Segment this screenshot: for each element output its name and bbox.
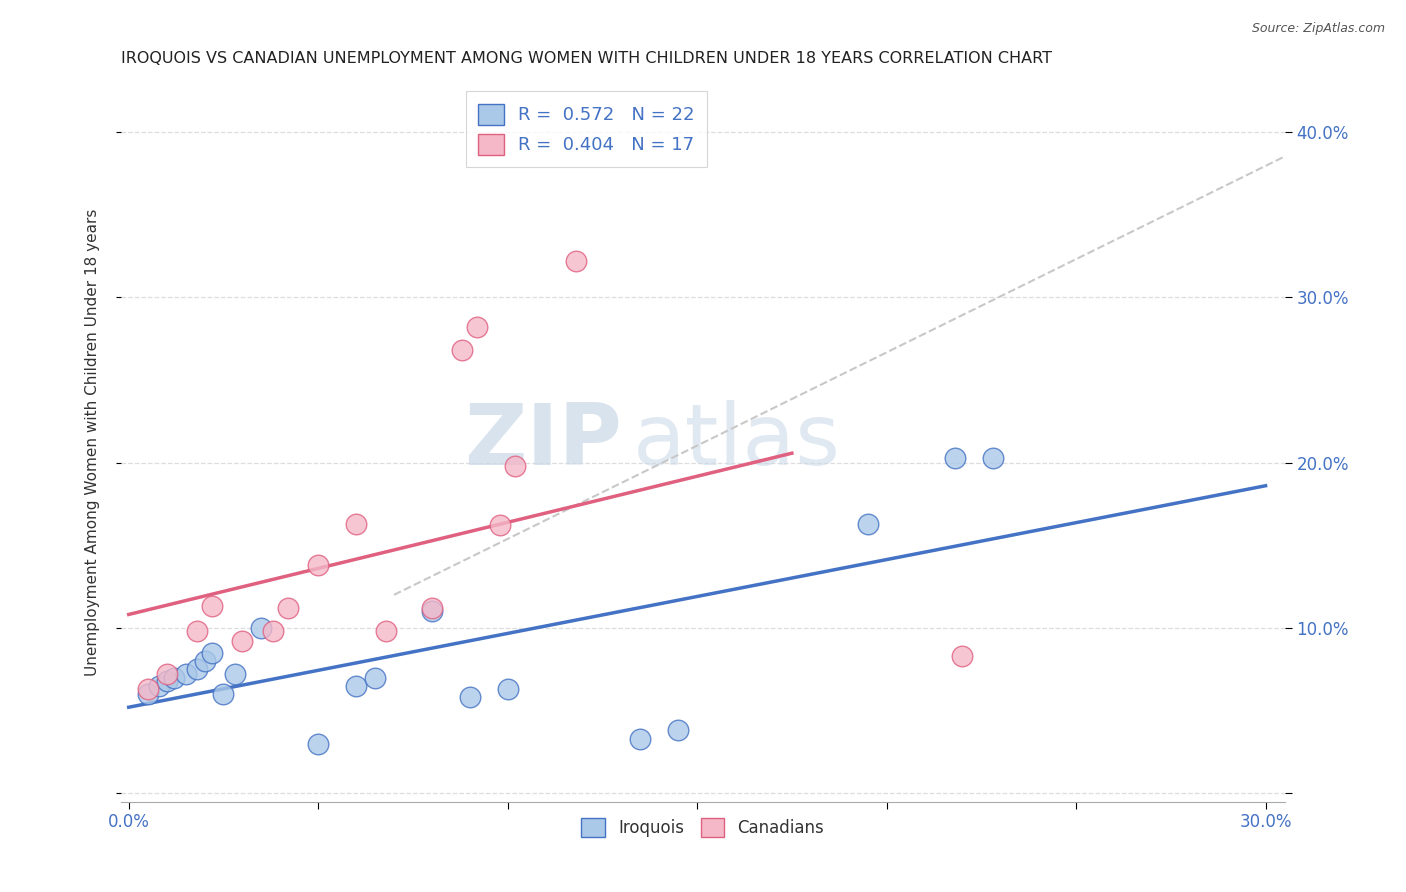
Point — [201, 646, 224, 660]
Point — [467, 319, 489, 334]
Point — [628, 731, 651, 746]
Point — [489, 518, 512, 533]
Point — [451, 343, 474, 357]
Point — [277, 601, 299, 615]
Point — [364, 671, 387, 685]
Point — [950, 648, 973, 663]
Point — [212, 687, 235, 701]
Point — [503, 458, 526, 473]
Point — [981, 450, 1004, 465]
Point — [565, 253, 588, 268]
Text: atlas: atlas — [633, 401, 841, 483]
Point — [155, 673, 177, 688]
Point — [136, 687, 159, 701]
Point — [250, 621, 273, 635]
Point — [148, 679, 170, 693]
Point — [231, 634, 253, 648]
Point — [155, 667, 177, 681]
Legend: Iroquois, Canadians: Iroquois, Canadians — [575, 811, 831, 844]
Y-axis label: Unemployment Among Women with Children Under 18 years: Unemployment Among Women with Children U… — [86, 208, 100, 675]
Point — [307, 558, 329, 572]
Point — [943, 450, 966, 465]
Point — [163, 671, 186, 685]
Point — [193, 654, 215, 668]
Text: Source: ZipAtlas.com: Source: ZipAtlas.com — [1251, 22, 1385, 36]
Point — [174, 667, 197, 681]
Point — [224, 667, 246, 681]
Text: ZIP: ZIP — [464, 401, 621, 483]
Point — [344, 516, 367, 531]
Point — [375, 624, 398, 639]
Point — [186, 662, 208, 676]
Point — [262, 624, 284, 639]
Point — [420, 604, 443, 618]
Point — [307, 737, 329, 751]
Point — [420, 601, 443, 615]
Point — [344, 679, 367, 693]
Point — [136, 682, 159, 697]
Point — [666, 723, 689, 738]
Point — [201, 599, 224, 614]
Point — [856, 516, 879, 531]
Text: IROQUOIS VS CANADIAN UNEMPLOYMENT AMONG WOMEN WITH CHILDREN UNDER 18 YEARS CORRE: IROQUOIS VS CANADIAN UNEMPLOYMENT AMONG … — [121, 51, 1052, 66]
Point — [496, 682, 519, 697]
Point — [186, 624, 208, 639]
Point — [458, 690, 481, 705]
